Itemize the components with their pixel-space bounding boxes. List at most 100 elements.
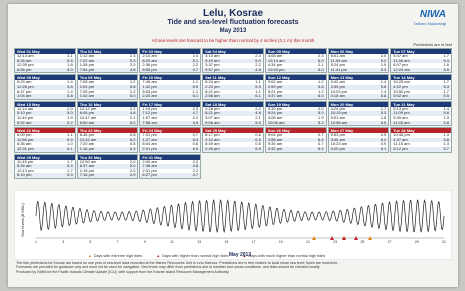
day-cell: Fri 10 May7:46 am1.11:42 pm5.98:03 pm1.1… [139, 74, 201, 99]
tide-time: 1:04 am [17, 94, 31, 99]
units: Predictions are in feet [413, 42, 452, 47]
tide-row: 2:58 am6.1 [203, 94, 263, 99]
tide-height: 5.0 [318, 68, 324, 73]
day-cell: Wed 22 May6:00 pm1.111:56 pm5.96:35 am1.… [14, 127, 76, 152]
tide-row: 10:58 am5.5 [329, 121, 389, 126]
tide-height: 6.0 [130, 94, 136, 99]
notice: All sea levels are forecast to be higher… [14, 38, 452, 43]
tide-time: 1:16 pm [80, 147, 94, 152]
tide-height: 6.0 [318, 94, 324, 99]
day-cell: Tue 28 May10:46 pm1.34:37 am5.811:15 am1… [390, 127, 452, 152]
tide-row: 7:58 am 4.9 [140, 121, 200, 126]
tide-row: 11:45 am5.8 [391, 121, 451, 126]
tide-height: 6.4 [318, 147, 324, 152]
logo: NIWA [420, 9, 446, 20]
month: May 2013 [8, 28, 458, 34]
tide-row: 6:50 am 5.0 [78, 121, 138, 126]
tide-time: 5:02 am [393, 94, 407, 99]
tide-height: 5.7 [443, 147, 449, 152]
x-tick-label: 25 [360, 240, 364, 244]
day-cell: Sun 26 May9:04 pm0.72:58 am6.49:35 am0.7… [265, 127, 327, 152]
day-cell: Mon 27 May9:53 pm0.93:46 am6.210:23 am0.… [328, 127, 390, 152]
tide-time: 6:10 pm [17, 173, 31, 178]
legend-swatch: ▲ [88, 254, 92, 258]
tide-time: 10:53 pm [268, 68, 285, 73]
tide-time: 8:55 pm [142, 68, 156, 73]
tide-height: 6.1 [193, 94, 199, 99]
tide-time: 8:27 pm [142, 173, 156, 178]
tide-row: 6:56 pm5.0 [15, 68, 75, 73]
tide-height: 5.5 [443, 94, 449, 99]
tide-row: 3:32 pm6.4 [266, 147, 326, 152]
day-cell: Thu 16 May12:12 pm2.26:06 pm4.812:47 am2… [77, 101, 139, 126]
tide-time: 4:18 am [331, 94, 345, 99]
title: Lelu, Kosrae [8, 8, 458, 19]
day-cell: Tue 14 May10:25 am1.74:22 pm5.310:50 pm1… [390, 74, 452, 99]
tide-time: 2:46 pm [205, 147, 219, 152]
x-tick-label: 27 [388, 240, 392, 244]
tide-height: 5.5 [381, 121, 387, 126]
tide-row: 3:37 am 6.0 [266, 94, 326, 99]
legend: ▲Days with extreme high tides▲Days with … [88, 254, 325, 258]
tide-height: 5.2 [318, 121, 324, 126]
x-tick-label: 5 [89, 240, 91, 244]
tide-height: 4.8 [130, 68, 136, 73]
tide-height: 6.1 [67, 147, 73, 152]
legend-label: Days with much higher than normal high t… [248, 254, 325, 258]
tide-time: 6:56 pm [17, 68, 31, 73]
subtitle: Tide and sea-level fluctuation forecasts [8, 19, 458, 26]
day-cell: Tue 07 May5:47 am1.711:46 am5.46:07 pm1.… [390, 48, 452, 73]
tide-height: 4.8 [255, 68, 261, 73]
tide-row: 2:01 pm6.5 [140, 147, 200, 152]
x-tick-label: 17 [252, 240, 256, 244]
tide-row: 4:20 pm6.1 [329, 147, 389, 152]
tide-row: 10:53 pm 5.0 [266, 68, 326, 73]
tide-height: 5.3 [381, 68, 387, 73]
tide-table: Wed 01 May12:13 am2.16:26 am5.612:39 pm1… [14, 48, 452, 180]
page: Lelu, Kosrae Tide and sea-level fluctuat… [0, 0, 465, 291]
tide-time: 3:37 am [268, 94, 282, 99]
chart-frame [14, 190, 452, 260]
day-cell: Mon 13 May9:42 am1.43:39 pm5.610:03 pm1.… [328, 74, 390, 99]
x-tick-label: 23 [333, 240, 337, 244]
tide-time: 9:57 pm [205, 68, 219, 73]
tide-time: 6:50 am [80, 121, 94, 126]
day-cell: Wed 01 May12:13 am2.16:26 am5.612:39 pm1… [14, 48, 76, 73]
tide-time: 9:06 am [205, 121, 219, 126]
tide-height: 6.1 [255, 94, 261, 99]
week: Wed 15 May11:14 am2.05:10 pm5.011:44 pm1… [14, 101, 452, 126]
tide-time: 2:01 pm [142, 147, 156, 152]
tide-height: 6.5 [255, 147, 261, 152]
tide-height: 4.7 [193, 68, 199, 73]
sea-level-chart: Sea levels (ft MSL) May 2013 13579111315… [14, 190, 452, 260]
tide-row: 5:02 am 5.5 [391, 94, 451, 99]
week: Wed 08 May6:29 am1.412:26 pm5.66:47 pm1.… [14, 74, 452, 99]
y-label: Sea levels (ft MSL) [20, 202, 25, 236]
tide-height: 6.3 [130, 147, 136, 152]
day-cell: Sat 11 May8:24 am1.12:20 pm5.98:41 pm1.1… [202, 74, 264, 99]
tide-time: 7:58 am [142, 121, 156, 126]
tide-row: 2:46 pm 6.5 [203, 147, 263, 152]
tide-row: 7:54 pm4.8 [78, 68, 138, 73]
tide-height: 5.5 [443, 68, 449, 73]
x-tick-label: 29 [415, 240, 419, 244]
x-tick-label: 31 [442, 240, 446, 244]
tide-row: 2:20 am6.1 [140, 94, 200, 99]
logo-sub: Taihoro Nukurangi [414, 21, 446, 26]
day-cell: Wed 29 May11:45 pm1.75:34 am5.412:13 pm1… [14, 154, 76, 179]
x-tick-label: 11 [170, 240, 174, 244]
x-tick-label: 21 [306, 240, 310, 244]
tide-row: 9:57 pm 4.8 [203, 68, 263, 73]
day-cell: Mon 20 May4:24 pm1.710:19 pm5.35:01 am1.… [328, 101, 390, 126]
day-cell: Mon 06 May5:01 am2.011:03 am5.25:24 pm1.… [328, 48, 390, 73]
tide-height: 6.1 [381, 147, 387, 152]
tide-row: 12:31 pm6.1 [15, 147, 75, 152]
tide-height: 4.9 [193, 121, 199, 126]
x-tick-label: 1 [35, 240, 37, 244]
tide-height: 5.0 [130, 121, 136, 126]
